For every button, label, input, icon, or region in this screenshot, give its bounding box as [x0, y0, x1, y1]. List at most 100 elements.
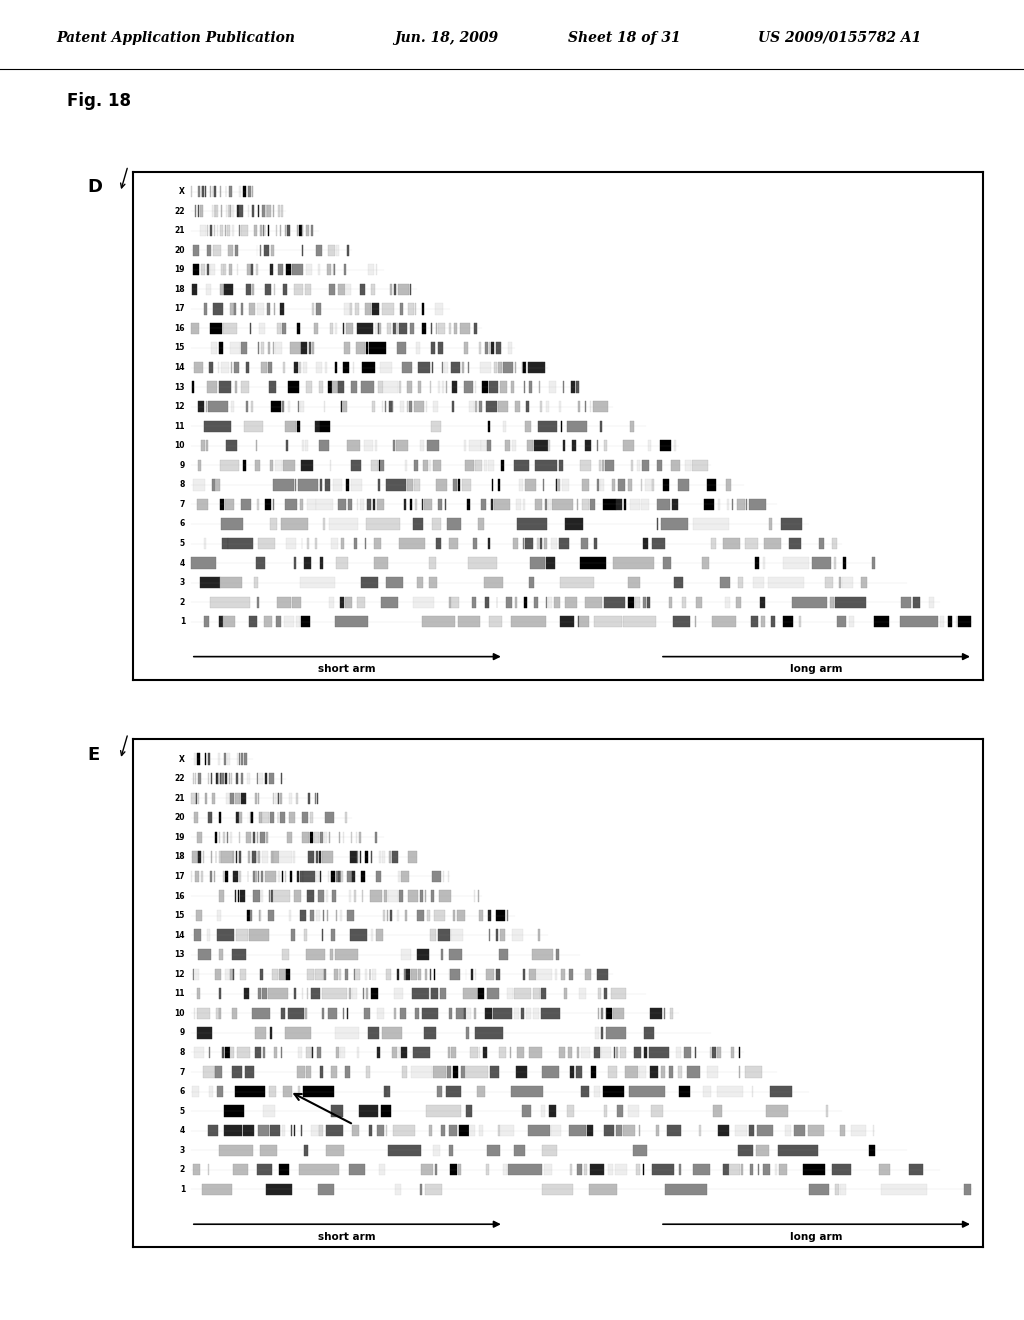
Bar — [830, 597, 835, 607]
Bar — [623, 616, 656, 627]
Bar — [348, 989, 351, 999]
Bar — [382, 1027, 401, 1039]
Bar — [258, 989, 261, 999]
Text: 17: 17 — [174, 873, 185, 880]
Bar — [401, 871, 409, 882]
Bar — [290, 871, 292, 882]
Bar — [287, 264, 291, 276]
Bar — [411, 499, 413, 510]
Bar — [418, 969, 421, 979]
Bar — [259, 323, 265, 334]
Bar — [330, 949, 333, 961]
Bar — [279, 969, 286, 979]
Bar — [470, 1047, 478, 1059]
Bar — [282, 1007, 286, 1019]
Bar — [788, 537, 802, 549]
Bar — [423, 459, 428, 471]
Bar — [199, 851, 202, 862]
Bar — [350, 381, 357, 393]
Bar — [224, 1047, 229, 1059]
Bar — [318, 1125, 323, 1137]
Bar — [267, 304, 270, 314]
Bar — [585, 401, 587, 412]
Bar — [589, 1184, 617, 1195]
Bar — [358, 1105, 378, 1117]
Bar — [275, 459, 283, 471]
Bar — [371, 989, 378, 999]
Bar — [323, 851, 333, 862]
Bar — [422, 499, 423, 510]
Bar — [221, 264, 224, 276]
Bar — [270, 891, 272, 902]
Bar — [308, 851, 314, 862]
Bar — [451, 1047, 456, 1059]
Bar — [191, 284, 197, 294]
Bar — [258, 851, 260, 862]
Bar — [263, 244, 268, 256]
Bar — [298, 1086, 300, 1097]
Bar — [397, 909, 398, 921]
Bar — [294, 989, 296, 999]
Bar — [276, 597, 291, 607]
Bar — [376, 264, 377, 276]
Bar — [555, 969, 557, 979]
Bar — [473, 537, 477, 549]
Bar — [345, 1067, 350, 1077]
Bar — [228, 206, 229, 216]
Bar — [263, 1105, 275, 1117]
Bar — [452, 929, 464, 941]
Bar — [631, 421, 635, 432]
Bar — [430, 381, 431, 393]
Bar — [819, 537, 823, 549]
Bar — [247, 264, 251, 276]
Bar — [764, 537, 781, 549]
Bar — [386, 577, 403, 589]
Bar — [215, 969, 221, 979]
Bar — [498, 362, 502, 374]
Bar — [289, 381, 299, 393]
Bar — [474, 1007, 476, 1019]
Bar — [415, 499, 417, 510]
Bar — [608, 1067, 616, 1077]
Bar — [427, 440, 439, 451]
Bar — [692, 519, 729, 529]
Bar — [458, 616, 480, 627]
Bar — [229, 832, 232, 843]
Bar — [540, 401, 542, 412]
Bar — [551, 1125, 561, 1137]
Bar — [560, 577, 594, 589]
Text: 14: 14 — [174, 363, 185, 372]
Bar — [514, 989, 530, 999]
Bar — [483, 1047, 486, 1059]
Bar — [248, 206, 249, 216]
Bar — [663, 479, 669, 491]
Bar — [249, 616, 257, 627]
Bar — [756, 1144, 769, 1156]
Bar — [583, 479, 589, 491]
Bar — [641, 499, 649, 510]
Bar — [328, 264, 331, 276]
Bar — [474, 323, 476, 334]
Bar — [594, 1086, 599, 1097]
Bar — [842, 577, 853, 589]
Bar — [267, 206, 271, 216]
Bar — [289, 812, 295, 824]
Bar — [221, 1047, 224, 1059]
Bar — [371, 284, 375, 294]
Bar — [340, 597, 344, 607]
Bar — [285, 499, 297, 510]
Bar — [306, 1067, 311, 1077]
Bar — [585, 1164, 587, 1175]
Bar — [560, 421, 562, 432]
Bar — [497, 909, 505, 921]
Bar — [641, 479, 642, 491]
Bar — [429, 577, 437, 589]
Bar — [368, 499, 371, 510]
Bar — [218, 754, 220, 764]
Bar — [531, 949, 553, 961]
Bar — [201, 206, 203, 216]
Bar — [497, 342, 502, 354]
Bar — [397, 342, 407, 354]
Bar — [497, 969, 500, 979]
Bar — [209, 812, 212, 824]
